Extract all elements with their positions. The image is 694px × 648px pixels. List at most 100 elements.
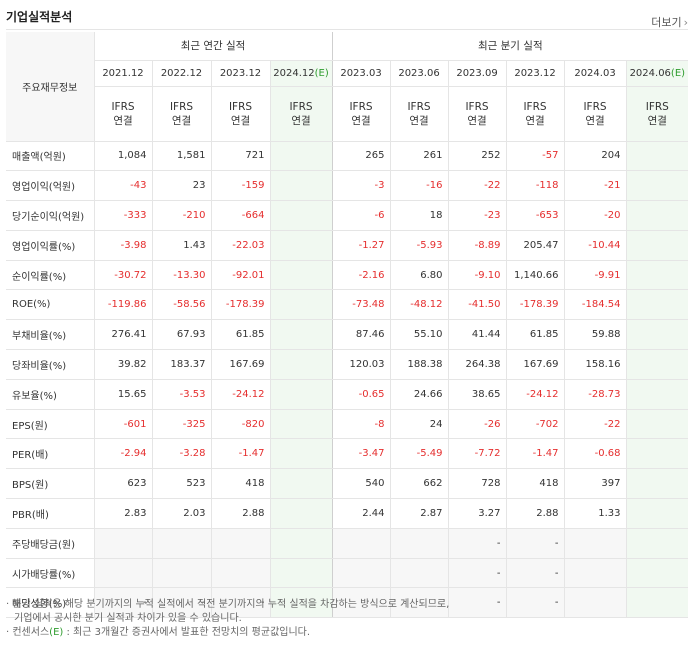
table-cell: -0.68 <box>563 438 627 470</box>
row-label: 유보율(%) <box>6 379 94 410</box>
table-row: 부채비율(%) 276.41 67.93 61.85 87.46 55.10 41.44 61… <box>6 319 689 351</box>
table-cell: -664 <box>210 200 270 231</box>
table-cell: 38.65 <box>447 379 507 410</box>
consolidated-label: 연결 <box>585 114 605 127</box>
table-cell: 1.33 <box>563 498 627 529</box>
table-cell: -20 <box>563 200 627 231</box>
table-cell: 6.80 <box>389 260 449 291</box>
table-cell: -10.44 <box>563 229 627 261</box>
consolidated-label: 연결 <box>291 114 311 127</box>
ifrs-header-quarter-5: IFRS 연결 <box>625 86 689 142</box>
ifrs-header-annual-1: IFRS 연결 <box>151 86 211 142</box>
consolidated-label: 연결 <box>525 114 545 127</box>
table-cell: -9.10 <box>447 260 507 291</box>
date-header-quarter-0: 2023.03 <box>331 60 391 87</box>
ifrs-label: IFRS <box>111 100 135 113</box>
table-cell: 61.85 <box>210 319 270 351</box>
table-cell: 2.83 <box>93 498 152 529</box>
table-cell <box>269 408 333 440</box>
table-cell: 188.38 <box>389 349 449 380</box>
table-cell: -21 <box>563 170 627 202</box>
table-cell: 418 <box>210 468 270 500</box>
table-cell <box>389 527 449 559</box>
row-label: 당좌비율(%) <box>6 349 94 380</box>
table-cell <box>625 587 689 619</box>
table-cell <box>563 558 627 589</box>
table-row: 유보율(%) 15.65 -3.53 -24.12 -0.65 24.66 38.65 -24… <box>6 379 689 410</box>
table-row: BPS(원) 623 523 418 540 662 728 418 397 <box>6 468 689 500</box>
estimate-mark: (E) <box>314 67 329 79</box>
row-label-header: 주요재무정보 <box>6 32 94 142</box>
ifrs-header-quarter-3: IFRS 연결 <box>505 86 565 142</box>
table-cell: -3.53 <box>151 379 211 410</box>
table-cell: -702 <box>505 408 565 440</box>
table-cell: 167.69 <box>210 349 270 380</box>
table-cell: 1,140.66 <box>505 260 565 291</box>
table-cell: 264.38 <box>447 349 507 380</box>
table-cell: 662 <box>389 468 449 500</box>
table-cell: 1,084 <box>93 140 152 172</box>
table-cell: 120.03 <box>331 349 391 380</box>
table-row: 시가배당률(%) - - <box>6 558 689 589</box>
table-cell: 2.88 <box>505 498 565 529</box>
table-cell: 623 <box>93 468 152 500</box>
table-cell: 59.88 <box>563 319 627 351</box>
row-label: PBR(배) <box>6 498 94 529</box>
table-cell: -178.39 <box>505 289 565 321</box>
table-cell: 2.44 <box>331 498 391 529</box>
table-cell: -28.73 <box>563 379 627 410</box>
table-cell: -1.47 <box>505 438 565 470</box>
table-row: 영업이익률(%) -3.98 1.43 -22.03 -1.27 -5.93 -8.89 20… <box>6 229 689 261</box>
table-cell <box>625 408 689 440</box>
more-link[interactable]: 더보기 › <box>651 14 688 30</box>
table-cell: -3.98 <box>93 229 152 261</box>
table-cell: -73.48 <box>331 289 391 321</box>
date-label: 2024.06 <box>629 67 671 79</box>
table-cell <box>625 289 689 321</box>
table-cell: -333 <box>93 200 152 231</box>
quarter-group-header: 최근 분기 실적 <box>331 32 689 61</box>
table-cell: -653 <box>505 200 565 231</box>
table-cell: -118 <box>505 170 565 202</box>
table-cell: 418 <box>505 468 565 500</box>
date-label: 2023.09 <box>456 67 498 79</box>
ifrs-label: IFRS <box>523 100 547 113</box>
table-cell <box>625 200 689 231</box>
table-cell <box>269 140 333 172</box>
footnote-1: · 분기 실적은 해당 분기까지의 누적 실적에서 직전 분기까지의 누적 실적… <box>6 599 450 610</box>
table-cell: -3.28 <box>151 438 211 470</box>
ifrs-header-quarter-0: IFRS 연결 <box>331 86 391 142</box>
table-cell: 2.88 <box>210 498 270 529</box>
ifrs-label: IFRS <box>349 100 373 113</box>
financial-table: 주요재무정보 최근 연간 실적 최근 분기 실적 2021.12 2022.12 2… <box>6 32 689 619</box>
date-label: 2023.12 <box>514 67 556 79</box>
table-cell <box>625 319 689 351</box>
ifrs-label: IFRS <box>645 100 669 113</box>
annual-group-header: 최근 연간 실적 <box>93 32 333 61</box>
table-cell: -22 <box>563 408 627 440</box>
table-cell: 67.93 <box>151 319 211 351</box>
table-row: PBR(배) 2.83 2.03 2.88 2.44 2.87 3.27 2.88 1.33 <box>6 498 689 529</box>
table-cell: 15.65 <box>93 379 152 410</box>
table-cell: 183.37 <box>151 349 211 380</box>
row-label: 부채비율(%) <box>6 319 94 351</box>
title-divider <box>6 29 688 30</box>
table-cell: 728 <box>447 468 507 500</box>
row-label: PER(배) <box>6 438 94 470</box>
date-label: 2023.06 <box>398 67 440 79</box>
footnote-1-cont: 기업에서 공시한 분기 실적과 차이가 있을 수 있습니다. <box>14 613 242 624</box>
table-row: 순이익률(%) -30.72 -13.30 -92.01 -2.16 6.80 -9.10 1… <box>6 260 689 291</box>
table-cell <box>269 558 333 589</box>
table-cell: -820 <box>210 408 270 440</box>
table-cell <box>625 498 689 529</box>
ifrs-header-quarter-4: IFRS 연결 <box>563 86 627 142</box>
table-cell: -16 <box>389 170 449 202</box>
table-cell <box>269 438 333 470</box>
row-label: BPS(원) <box>6 468 94 500</box>
table-cell: 261 <box>389 140 449 172</box>
table-cell: -325 <box>151 408 211 440</box>
ifrs-label: IFRS <box>583 100 607 113</box>
consolidated-label: 연결 <box>351 114 371 127</box>
table-cell: 24.66 <box>389 379 449 410</box>
table-cell: -8.89 <box>447 229 507 261</box>
